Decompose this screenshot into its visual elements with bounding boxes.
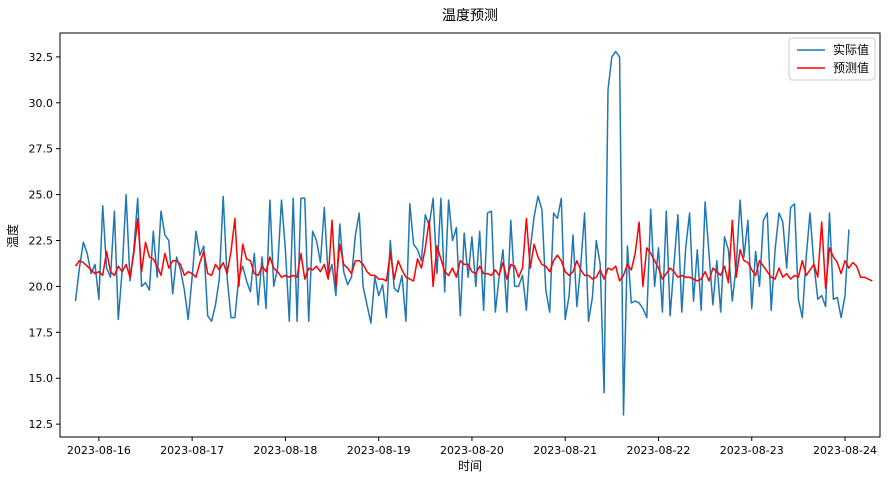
series-line-1 [74, 217, 873, 290]
series-layer [74, 50, 873, 416]
legend-label-0: 实际值 [833, 42, 869, 57]
x-tick-label-0: 2023-08-16 [67, 444, 131, 457]
y-tick-label-3: 20.0 [29, 280, 54, 293]
x-tick-label-2: 2023-08-18 [253, 444, 317, 457]
y-tick-label-1: 15.0 [29, 372, 54, 385]
y-tick-label-2: 17.5 [29, 326, 54, 339]
legend-label-1: 预测值 [833, 60, 869, 75]
x-tick-label-6: 2023-08-22 [627, 444, 691, 457]
y-tick-label-7: 30.0 [29, 97, 54, 110]
x-tick-label-4: 2023-08-20 [440, 444, 504, 457]
x-axis-label: 时间 [458, 459, 482, 473]
x-tick-label-5: 2023-08-21 [533, 444, 597, 457]
y-tick-label-8: 32.5 [29, 51, 54, 64]
plot-frame [59, 32, 881, 438]
y-tick-label-4: 22.5 [29, 235, 54, 248]
x-tick-label-1: 2023-08-17 [160, 444, 224, 457]
x-tick-label-8: 2023-08-24 [813, 444, 877, 457]
x-tick-label-3: 2023-08-19 [347, 444, 411, 457]
legend-box [788, 37, 876, 81]
y-tick-label-6: 27.5 [29, 143, 54, 156]
y-tick-label-0: 12.5 [29, 418, 54, 431]
y-tick-label-5: 25.0 [29, 189, 54, 202]
ticks-layer: 2023-08-16 2023-08-17 2023-08-18 2023-08-19… [29, 51, 877, 457]
x-tick-label-7: 2023-08-23 [720, 444, 784, 457]
chart-title: 温度预测 [442, 8, 498, 24]
y-axis-label: 温度 [5, 224, 20, 248]
